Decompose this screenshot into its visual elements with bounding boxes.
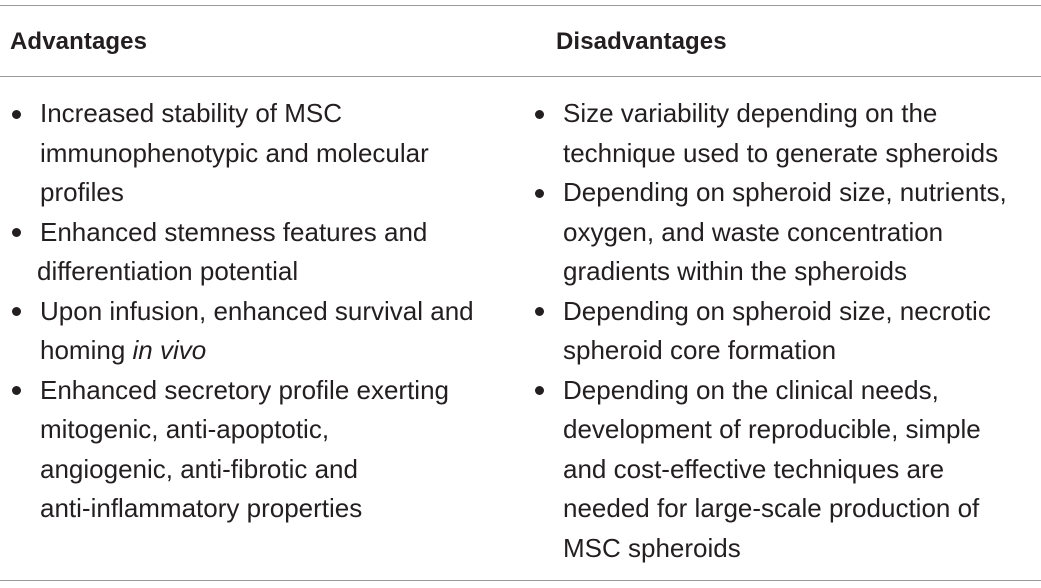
item-line: Depending on spheroid size, nutrients, [563, 177, 1007, 207]
advantages-column: Increased stability of MSC immunophenoty… [10, 94, 530, 529]
item-line: homing in vivo [40, 331, 530, 371]
item-line: Enhanced stemness features and [40, 216, 428, 247]
bullet-icon [12, 213, 32, 253]
column-header-disadvantages: Disadvantages [556, 28, 727, 55]
item-line: oxygen, and waste concentration [563, 216, 944, 247]
disadvantages-column: Size variability depending on the techni… [533, 94, 1041, 568]
disadvantage-item: Depending on spheroid size, necrotic sph… [533, 292, 1041, 371]
bullet-icon [535, 371, 555, 411]
item-line: profiles [40, 177, 124, 207]
item-line: Increased stability of MSC [40, 98, 343, 128]
disadvantage-item: Depending on spheroid size, nutrients, o… [533, 173, 1041, 292]
item-line: Upon infusion, enhanced survival and [40, 295, 474, 326]
item-text: homing [40, 335, 133, 365]
item-line: Depending on the clinical needs, [563, 374, 939, 405]
item-line: angiogenic, anti-fibrotic and [40, 453, 358, 484]
bullet-icon [535, 173, 555, 213]
item-line: spheroid core formation [563, 335, 837, 365]
bullet-icon [12, 94, 32, 134]
disadvantage-item: Depending on the clinical needs, develop… [533, 371, 1041, 569]
item-line: and cost-effective techniques are [563, 453, 945, 484]
advantage-item: Increased stability of MSC immunophenoty… [10, 94, 530, 213]
item-line: needed for large-scale production of [563, 493, 980, 523]
bullet-icon [535, 94, 555, 134]
table-top-rule [0, 5, 1041, 6]
advantage-item: Enhanced secretory profile exerting mito… [10, 371, 530, 529]
advantage-item: Enhanced stemness features and different… [10, 213, 530, 292]
item-line: development of reproducible, simple [563, 414, 981, 444]
item-line: Size variability depending on the [563, 98, 938, 128]
italic-term: in vivo [132, 335, 207, 365]
item-line: technique used to generate spheroids [563, 137, 999, 168]
item-line: mitogenic, anti-apoptotic, [40, 414, 330, 444]
bullet-icon [12, 292, 32, 332]
item-line: immunophenotypic and molecular [40, 137, 429, 168]
bullet-icon [12, 371, 32, 411]
item-line: differentiation potential [37, 256, 299, 286]
item-line: MSC spheroids [563, 532, 741, 563]
advantage-item: Upon infusion, enhanced survival and hom… [10, 292, 530, 371]
item-line: anti-inflammatory properties [40, 493, 363, 523]
disadvantage-item: Size variability depending on the techni… [533, 94, 1041, 173]
item-line: gradients within the spheroids [563, 256, 907, 286]
item-line: Depending on spheroid size, necrotic [563, 295, 991, 326]
bullet-icon [535, 292, 555, 332]
table-header-rule [0, 76, 1041, 77]
table-bottom-rule [0, 580, 1041, 581]
column-header-advantages: Advantages [10, 28, 148, 55]
item-line: Enhanced secretory profile exerting [40, 374, 450, 405]
